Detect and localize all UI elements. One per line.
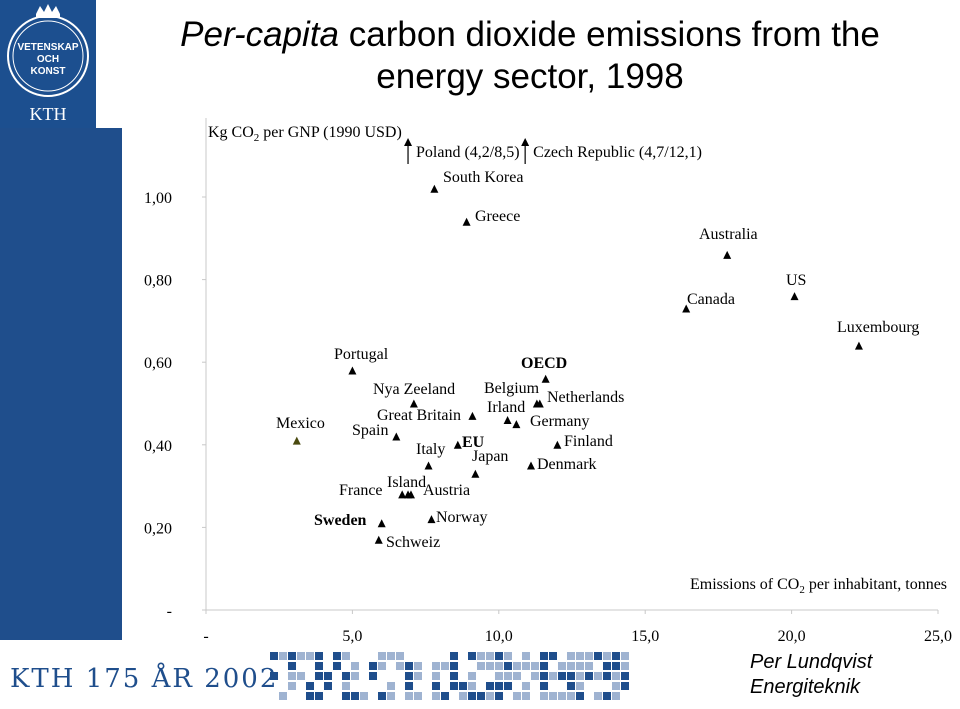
data-point <box>790 292 799 301</box>
point-label: US <box>786 272 806 289</box>
data-point <box>512 420 521 429</box>
offscale-arrow-head <box>521 138 530 146</box>
point-label: Netherlands <box>547 389 624 406</box>
x-tick-label: 20,0 <box>778 628 806 645</box>
data-point <box>462 217 471 226</box>
point-label: Greece <box>475 208 520 225</box>
data-point <box>471 469 480 478</box>
point-label: Portugal <box>334 346 389 363</box>
data-point <box>453 440 462 449</box>
point-label: Schweiz <box>386 534 440 551</box>
y-tick-label: 0,40 <box>144 438 172 455</box>
title-rest: carbon dioxide emissions from the <box>348 15 880 54</box>
point-label: South Korea <box>443 169 523 186</box>
point-label: Canada <box>687 291 735 308</box>
seal-text-line-1: VETENSKAP <box>17 42 79 53</box>
point-label: Australia <box>699 226 758 243</box>
x-tick-label: 15,0 <box>631 628 659 645</box>
data-point <box>374 535 383 544</box>
y-tick-label: 0,60 <box>144 355 172 372</box>
point-label: Belgium <box>484 380 540 397</box>
data-point <box>427 515 436 524</box>
chart-title: Per-capita carbon dioxide emissions from… <box>100 14 960 98</box>
point-label: Luxembourg <box>837 319 919 336</box>
data-point <box>682 304 691 313</box>
data-point <box>553 440 562 449</box>
point-label: Sweden <box>314 512 367 529</box>
data-point <box>527 461 536 470</box>
offscale-label: Poland (4,2/8,5) <box>416 144 520 161</box>
data-point <box>292 436 301 445</box>
offscale-arrow-head <box>404 138 413 146</box>
data-point <box>377 519 386 528</box>
data-point <box>723 250 732 259</box>
data-point <box>532 399 541 408</box>
y-tick-label: - <box>167 603 172 620</box>
point-label: Denmark <box>537 456 597 473</box>
y-tick-label: 0,20 <box>144 520 172 537</box>
point-label: Italy <box>416 441 445 458</box>
point-label: Spain <box>352 422 388 439</box>
point-label: France <box>339 482 383 499</box>
data-point <box>424 461 433 470</box>
data-point <box>503 416 512 425</box>
kth-logo: VETENSKAP OCH KONST KTH <box>0 0 96 128</box>
seal-text-line-3: KONST <box>30 66 66 77</box>
point-label: Island <box>387 474 426 491</box>
data-point <box>854 341 863 350</box>
data-point <box>468 411 477 420</box>
point-label: Germany <box>530 413 590 430</box>
data-point <box>409 399 418 408</box>
point-label: Mexico <box>276 415 325 432</box>
data-point <box>406 490 415 499</box>
anniversary-logo: KTH 175 ÅR 2002 <box>10 664 279 694</box>
kth-seal-icon <box>7 4 89 97</box>
point-label: Austria <box>423 482 470 499</box>
data-point <box>430 184 439 193</box>
point-label: Irland <box>487 399 525 416</box>
data-point <box>398 490 407 499</box>
x-tick-label: 10,0 <box>485 628 513 645</box>
point-label: Norway <box>436 509 488 526</box>
x-axis-label: Emissions of CO2 per inhabitant, tonnes <box>690 576 947 596</box>
point-label: Nya Zeeland <box>373 381 455 398</box>
decorative-pixel-pattern <box>270 648 650 709</box>
y-tick-label: 1,00 <box>144 190 172 207</box>
point-label: OECD <box>521 355 567 372</box>
y-tick-label: 0,80 <box>144 273 172 290</box>
offscale-label: Czech Republic (4,7/12,1) <box>533 144 702 161</box>
data-point <box>392 432 401 441</box>
author-department: Energiteknik <box>750 676 861 698</box>
logo-acronym: KTH <box>29 104 67 124</box>
point-label: Japan <box>472 448 508 465</box>
title-line-2: energy sector, 1998 <box>376 57 684 96</box>
data-point <box>348 366 357 375</box>
y-axis-label: Kg CO2 per GNP (1990 USD) <box>208 124 402 144</box>
data-point <box>541 374 550 383</box>
point-label: EU <box>462 434 485 451</box>
author-name: Per Lundqvist <box>750 651 873 673</box>
point-label: Finland <box>564 433 613 450</box>
author-block: Per Lundqvist Energiteknik <box>750 650 872 700</box>
x-tick-label: - <box>203 628 208 645</box>
x-tick-label: 5,0 <box>342 628 362 645</box>
point-label: Great Britain <box>377 407 461 424</box>
title-italic-part: Per-capita <box>180 15 340 54</box>
x-tick-label: 25,0 <box>924 628 952 645</box>
seal-text-line-2: OCH <box>36 54 60 65</box>
